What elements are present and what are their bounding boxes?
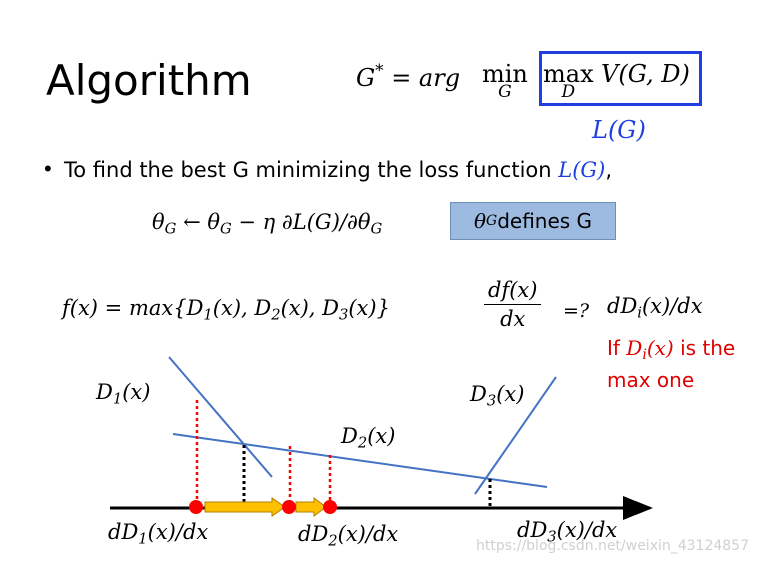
d2-sub: 2 (357, 434, 368, 452)
max-subscript: D (561, 82, 576, 102)
condition-line1: If Di(x) is the (607, 336, 735, 363)
d1-line (168, 356, 273, 478)
dd2-sub: 2 (328, 532, 338, 550)
cond-rest1: is the (673, 336, 736, 360)
dd3-d: dD (517, 518, 548, 542)
step-arrow-2 (295, 497, 327, 517)
position-dot-2 (282, 500, 296, 514)
max-operator: max (543, 60, 594, 88)
defines-text: defines G (497, 209, 593, 233)
deriv-rhs-d: dD (607, 294, 638, 318)
update-theta: θ (152, 210, 165, 234)
bullet-dot: • (44, 156, 52, 181)
cond-x: (x) (646, 336, 674, 360)
fdef-sub2: 2 (271, 306, 281, 324)
bullet-text: To find the best G minimizing the loss f… (64, 158, 612, 182)
f-definition: f(x) = max{D1(x), D2(x), D3(x)} (62, 296, 390, 323)
update-sub1: G (164, 220, 177, 238)
slide-title: Algorithm (46, 56, 252, 105)
update-rest: − η ∂L(G)/∂θ (231, 210, 371, 234)
objective-max-box (539, 51, 702, 106)
cond-if: If (607, 336, 627, 360)
deriv-numerator: df(x) (484, 278, 542, 305)
d2-line (172, 433, 548, 488)
objective-min: min G (482, 60, 528, 102)
cond-d: D (626, 336, 643, 360)
watermark: https://blog.csdn.net/weixin_43124857 (475, 538, 749, 554)
fdef-sub1: 1 (203, 306, 213, 324)
d2-x: (x) (367, 424, 396, 448)
derivative-fraction: df(x) dx (484, 278, 542, 331)
d2-d: D (341, 424, 358, 448)
cond-sub: i (642, 347, 647, 364)
position-dot-3 (323, 500, 337, 514)
dd2-d: dD (298, 522, 329, 546)
objective-v: V(G, D) (601, 60, 690, 88)
bullet-sentence: To find the best G minimizing the loss f… (64, 158, 559, 182)
d3-line (474, 376, 557, 495)
objective-star: * (375, 60, 384, 80)
fdef-part1: f(x) = max{D (62, 296, 204, 320)
min-operator: min (482, 60, 528, 88)
deriv-denominator: dx (500, 307, 526, 331)
label-dd3: dD3(x)/dx (517, 518, 617, 545)
position-dot-1 (189, 500, 203, 514)
label-dd1: dD1(x)/dx (108, 520, 208, 547)
d3-sub: 3 (486, 392, 497, 410)
update-arrow: ← θ (176, 210, 220, 234)
label-d1: D1(x) (96, 380, 150, 407)
fdef-sub3: 3 (338, 306, 349, 324)
bullet-loss: L(G) (558, 158, 606, 182)
update-sub3: G (370, 220, 383, 238)
objective-max: max D (543, 60, 594, 102)
d1-x: (x) (122, 380, 151, 404)
d3-d: D (470, 382, 487, 406)
fdef-part2: (x), D (212, 296, 272, 320)
objective-formula: G* = arg (356, 60, 460, 92)
label-d2: D2(x) (341, 424, 395, 451)
bullet-comma: , (605, 158, 613, 182)
label-d3: D3(x) (470, 382, 524, 409)
min-subscript: G (498, 82, 512, 102)
d3-x: (x) (496, 382, 525, 406)
dd2-x: (x)/dx (337, 522, 399, 546)
update-rule: θG ← θG − η ∂L(G)/∂θG (152, 210, 382, 237)
update-sub2: G (219, 220, 232, 238)
dd3-sub: 3 (547, 528, 557, 546)
loss-label: L(G) (592, 116, 646, 144)
d1-d: D (96, 380, 113, 404)
dd1-sub: 1 (138, 530, 148, 548)
fdef-part3: (x), D (280, 296, 339, 320)
defines-sub: G (486, 213, 498, 229)
objective-eq: = arg (383, 64, 461, 93)
step-arrow-1 (204, 497, 286, 517)
defines-theta: θ (473, 209, 486, 233)
deriv-rhs-sub: i (637, 304, 642, 322)
derivative-eq: =? (563, 300, 590, 322)
dd1-d: dD (108, 520, 139, 544)
fdef-part4: (x)} (348, 296, 390, 320)
derivative-rhs: dDi(x)/dx (607, 294, 703, 321)
dd3-x: (x)/dx (556, 518, 618, 542)
condition-line2: max one (607, 368, 695, 392)
label-dd2: dD2(x)/dx (298, 522, 398, 549)
objective-g: G (356, 64, 376, 93)
d1-sub: 1 (112, 390, 123, 408)
dd1-x: (x)/dx (147, 520, 209, 544)
deriv-rhs-rest: (x)/dx (641, 294, 703, 318)
